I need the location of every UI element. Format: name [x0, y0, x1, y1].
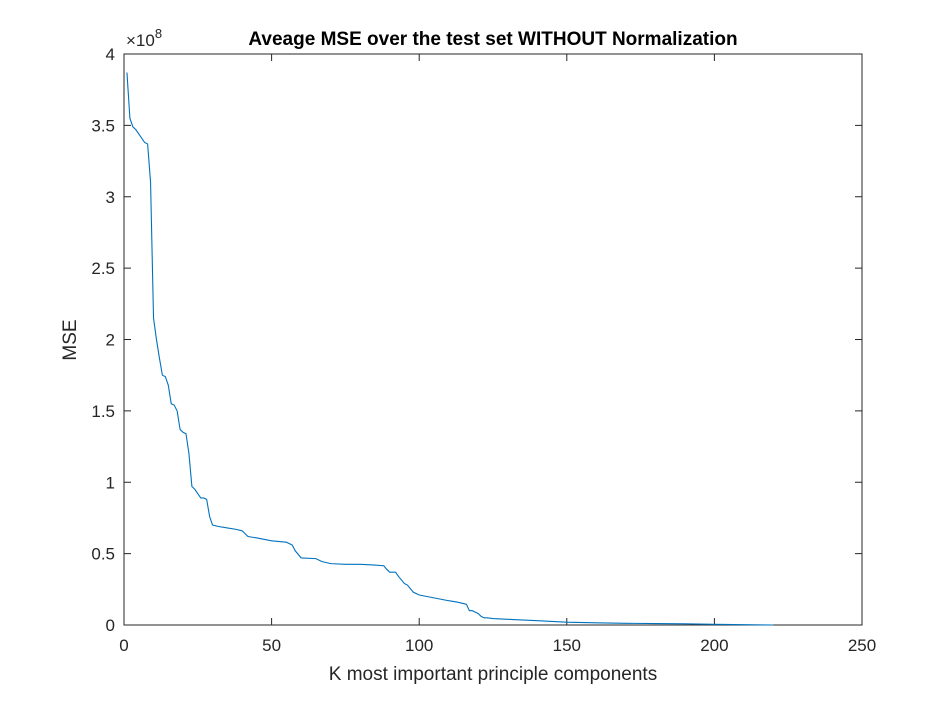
y-tick-label: 1: [106, 473, 115, 492]
y-axis-label: MSE: [60, 319, 81, 360]
x-axis-label: K most important principle components: [329, 664, 657, 685]
axes-box: [123, 53, 863, 626]
y-axis-exponent: ×108: [126, 26, 162, 50]
x-tick-label: 200: [700, 636, 728, 655]
y-tick-label: 1.5: [91, 402, 115, 421]
y-tick-label: 2.5: [91, 259, 115, 278]
chart-title: Aveage MSE over the test set WITHOUT Nor…: [248, 29, 737, 50]
plot-area: 0 50 100 150 200 250 0 0.5 1 1.5 2 2.5 3 3.5 4: [91, 45, 876, 655]
tick-labels: 0 50 100 150 200 250 0 0.5 1 1.5 2 2.5 3 3.5 4: [91, 45, 876, 655]
y-tick-label: 3.5: [91, 116, 115, 135]
mse-series-line: [126, 72, 774, 626]
x-tick-label: 150: [553, 636, 581, 655]
y-axis-exponent-base: ×10: [126, 31, 155, 50]
y-axis-exponent-power: 8: [155, 26, 162, 41]
y-tick-label: 4: [106, 45, 115, 64]
x-tick-label: 0: [119, 636, 128, 655]
x-tick-label: 50: [262, 636, 281, 655]
x-tick-label: 250: [848, 636, 876, 655]
y-tick-label: 0.5: [91, 545, 115, 564]
y-tick-label: 3: [106, 188, 115, 207]
x-tick-label: 100: [405, 636, 433, 655]
y-tick-label: 0: [106, 616, 115, 635]
y-tick-label: 2: [106, 331, 115, 350]
